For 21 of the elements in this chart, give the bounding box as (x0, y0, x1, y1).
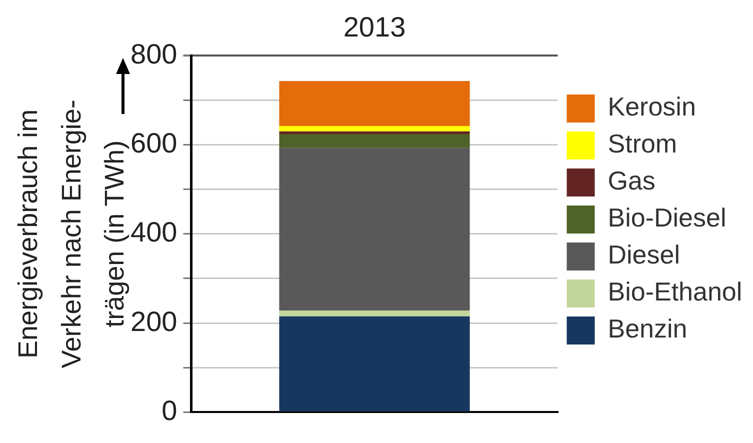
y-tick-label: 0 (162, 394, 178, 426)
bar (279, 131, 470, 134)
legend-label: Benzin (608, 314, 688, 344)
bar (279, 134, 470, 148)
bar (279, 316, 470, 412)
bar (279, 310, 470, 316)
y-tick-label: 800 (130, 38, 178, 70)
chart-title: 2013 (343, 12, 406, 43)
legend-label: Diesel (608, 240, 680, 270)
legend-label: Gas (608, 166, 656, 196)
legend-label: Bio-Ethanol (608, 276, 742, 307)
y-tick-label: 600 (130, 127, 178, 158)
y-axis-title: Energieverbrauch im Verkehr nach Energie- trägen (in TWh) (13, 100, 130, 368)
legend-label: Strom (608, 128, 678, 159)
legend-label: Bio-Diesel (608, 202, 726, 233)
bar (279, 126, 470, 132)
bar (279, 148, 470, 311)
y-tick-label: 400 (130, 216, 178, 248)
bar (279, 81, 470, 126)
legend-label: Kerosin (608, 92, 696, 122)
y-tick-label: 200 (130, 306, 178, 337)
